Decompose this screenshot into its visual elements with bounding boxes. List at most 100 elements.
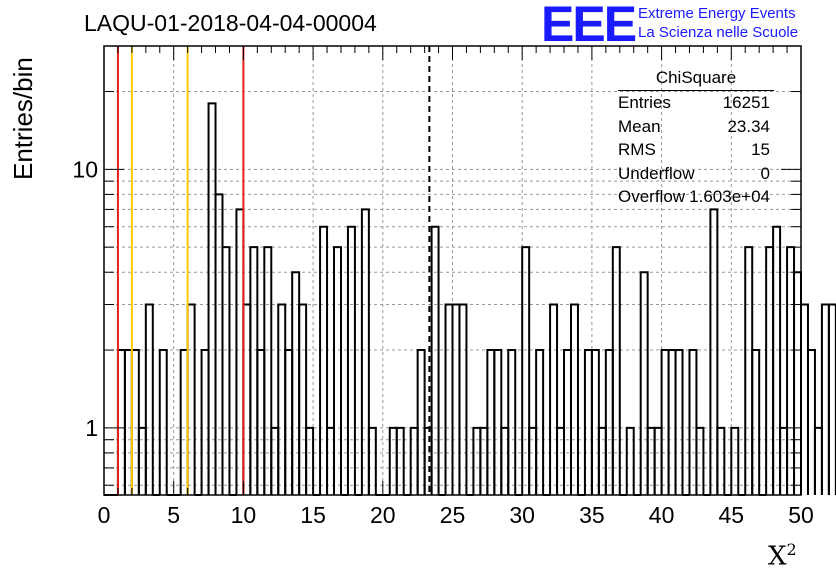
histogram-bin [709,208,719,495]
stats-row-mean: Mean 23.34 [612,117,780,141]
stats-value: 0 [760,163,770,183]
histogram-bin [820,303,830,495]
histogram-bin [123,349,133,495]
histogram-bin [284,349,294,495]
histogram-bin [667,349,677,495]
histogram-bin [549,303,559,495]
stats-key: RMS [618,140,656,159]
histogram-bin [200,349,210,495]
x-axis-label-base: X [768,541,787,572]
stats-row-entries: Entries 16251 [612,93,780,117]
stats-key: Overflow [618,187,686,206]
histogram-bin [772,225,782,495]
histogram-bin [367,426,377,495]
histogram-bin [765,246,775,495]
histogram-bin [235,208,245,495]
histogram-bin [130,349,140,495]
y-tick-label: 1 [85,415,98,441]
histogram-bin [263,246,273,495]
histogram-bin [493,349,503,495]
histogram-bin [827,303,836,495]
histogram-bin [298,303,308,495]
histogram-bin [793,271,802,495]
histogram-bin [535,349,545,495]
stats-title: ChiSquare [618,68,774,91]
reference-lines [116,46,431,495]
histogram-bin [319,225,329,495]
histogram-bin [486,349,496,495]
x-tick-label: 30 [509,502,535,528]
histogram-bin [744,246,754,495]
eee-logo: EEE [541,0,637,52]
histogram-bin [806,349,816,495]
logo-line-1: Extreme Energy Events [638,5,796,22]
histogram-bin [786,246,796,495]
histogram-bin [800,303,809,495]
histogram-bin [569,303,579,495]
histogram-bin [674,349,684,495]
x-tick-label: 0 [98,502,111,528]
histogram-bin [395,426,405,495]
logo-line-2: La Scienza nelle Scuole [638,24,799,41]
histogram-bin [583,349,593,495]
histogram-bin [116,349,126,495]
stats-key: Mean [618,116,661,136]
x-tick-label: 5 [167,502,180,528]
histogram-bin [458,303,468,495]
histogram-bin [214,193,224,495]
x-axis-label-superscript: 2 [786,540,797,559]
histogram-bin [688,349,698,495]
histogram-bin [179,349,189,495]
histogram-bin [444,303,454,495]
stats-row-rms: RMS 15 [612,140,780,164]
y-tick-label: 10 [72,156,98,182]
stats-row-overflow: Overflow 1.603e+04 [612,187,780,211]
x-axis-label: X2 [768,540,797,572]
stats-value: 1.603e+04 [689,187,770,206]
histogram-bin [333,246,342,495]
x-tick-label: 10 [231,502,257,528]
histogram-bin [277,303,287,495]
chart-title: LAQU-01-2018-04-04-00004 [84,10,377,36]
histogram-bin [291,271,301,495]
histogram-bin [507,349,517,495]
stats-box: ChiSquare Entries 16251 Mean 23.34 RMS 15 U… [612,68,780,211]
x-tick-label: 40 [649,502,675,528]
histogram-bin [751,349,761,495]
histogram-bin [242,303,252,495]
histogram-bin [186,303,196,495]
histogram-bin [249,246,259,495]
x-tick-label: 20 [370,502,396,528]
histogram-bin [207,102,217,495]
histogram-bin [604,349,614,495]
stats-value: 23.34 [727,116,770,136]
stats-value: 16251 [722,93,770,112]
x-tick-label: 25 [440,502,466,528]
stats-key: Entries [618,93,671,112]
histogram-bin [256,349,266,495]
x-tick-label: 15 [300,502,326,528]
histogram-bin [430,225,440,495]
histogram-bin [590,349,600,495]
histogram-bin [563,349,572,495]
histogram-bin [305,426,315,495]
histogram-bin [695,426,705,495]
x-tick-label: 35 [579,502,605,528]
histogram-bin [611,246,621,495]
y-axis-label: Entries/bin [8,57,38,180]
histogram-bin [521,246,531,495]
histogram-bin [416,349,426,495]
histogram-bin [346,225,356,495]
x-tick-label: 50 [788,502,814,528]
histogram-bin [730,426,740,495]
stats-value: 15 [751,140,770,159]
stats-key: Underflow [618,163,695,183]
histogram-bin [625,426,635,495]
stats-row-underflow: Underflow 0 [612,164,780,188]
histogram-bin [716,426,726,495]
histogram-bin [639,271,649,495]
histogram-bin [158,349,168,495]
histogram-bin [451,303,461,495]
histogram-bin [660,349,670,495]
